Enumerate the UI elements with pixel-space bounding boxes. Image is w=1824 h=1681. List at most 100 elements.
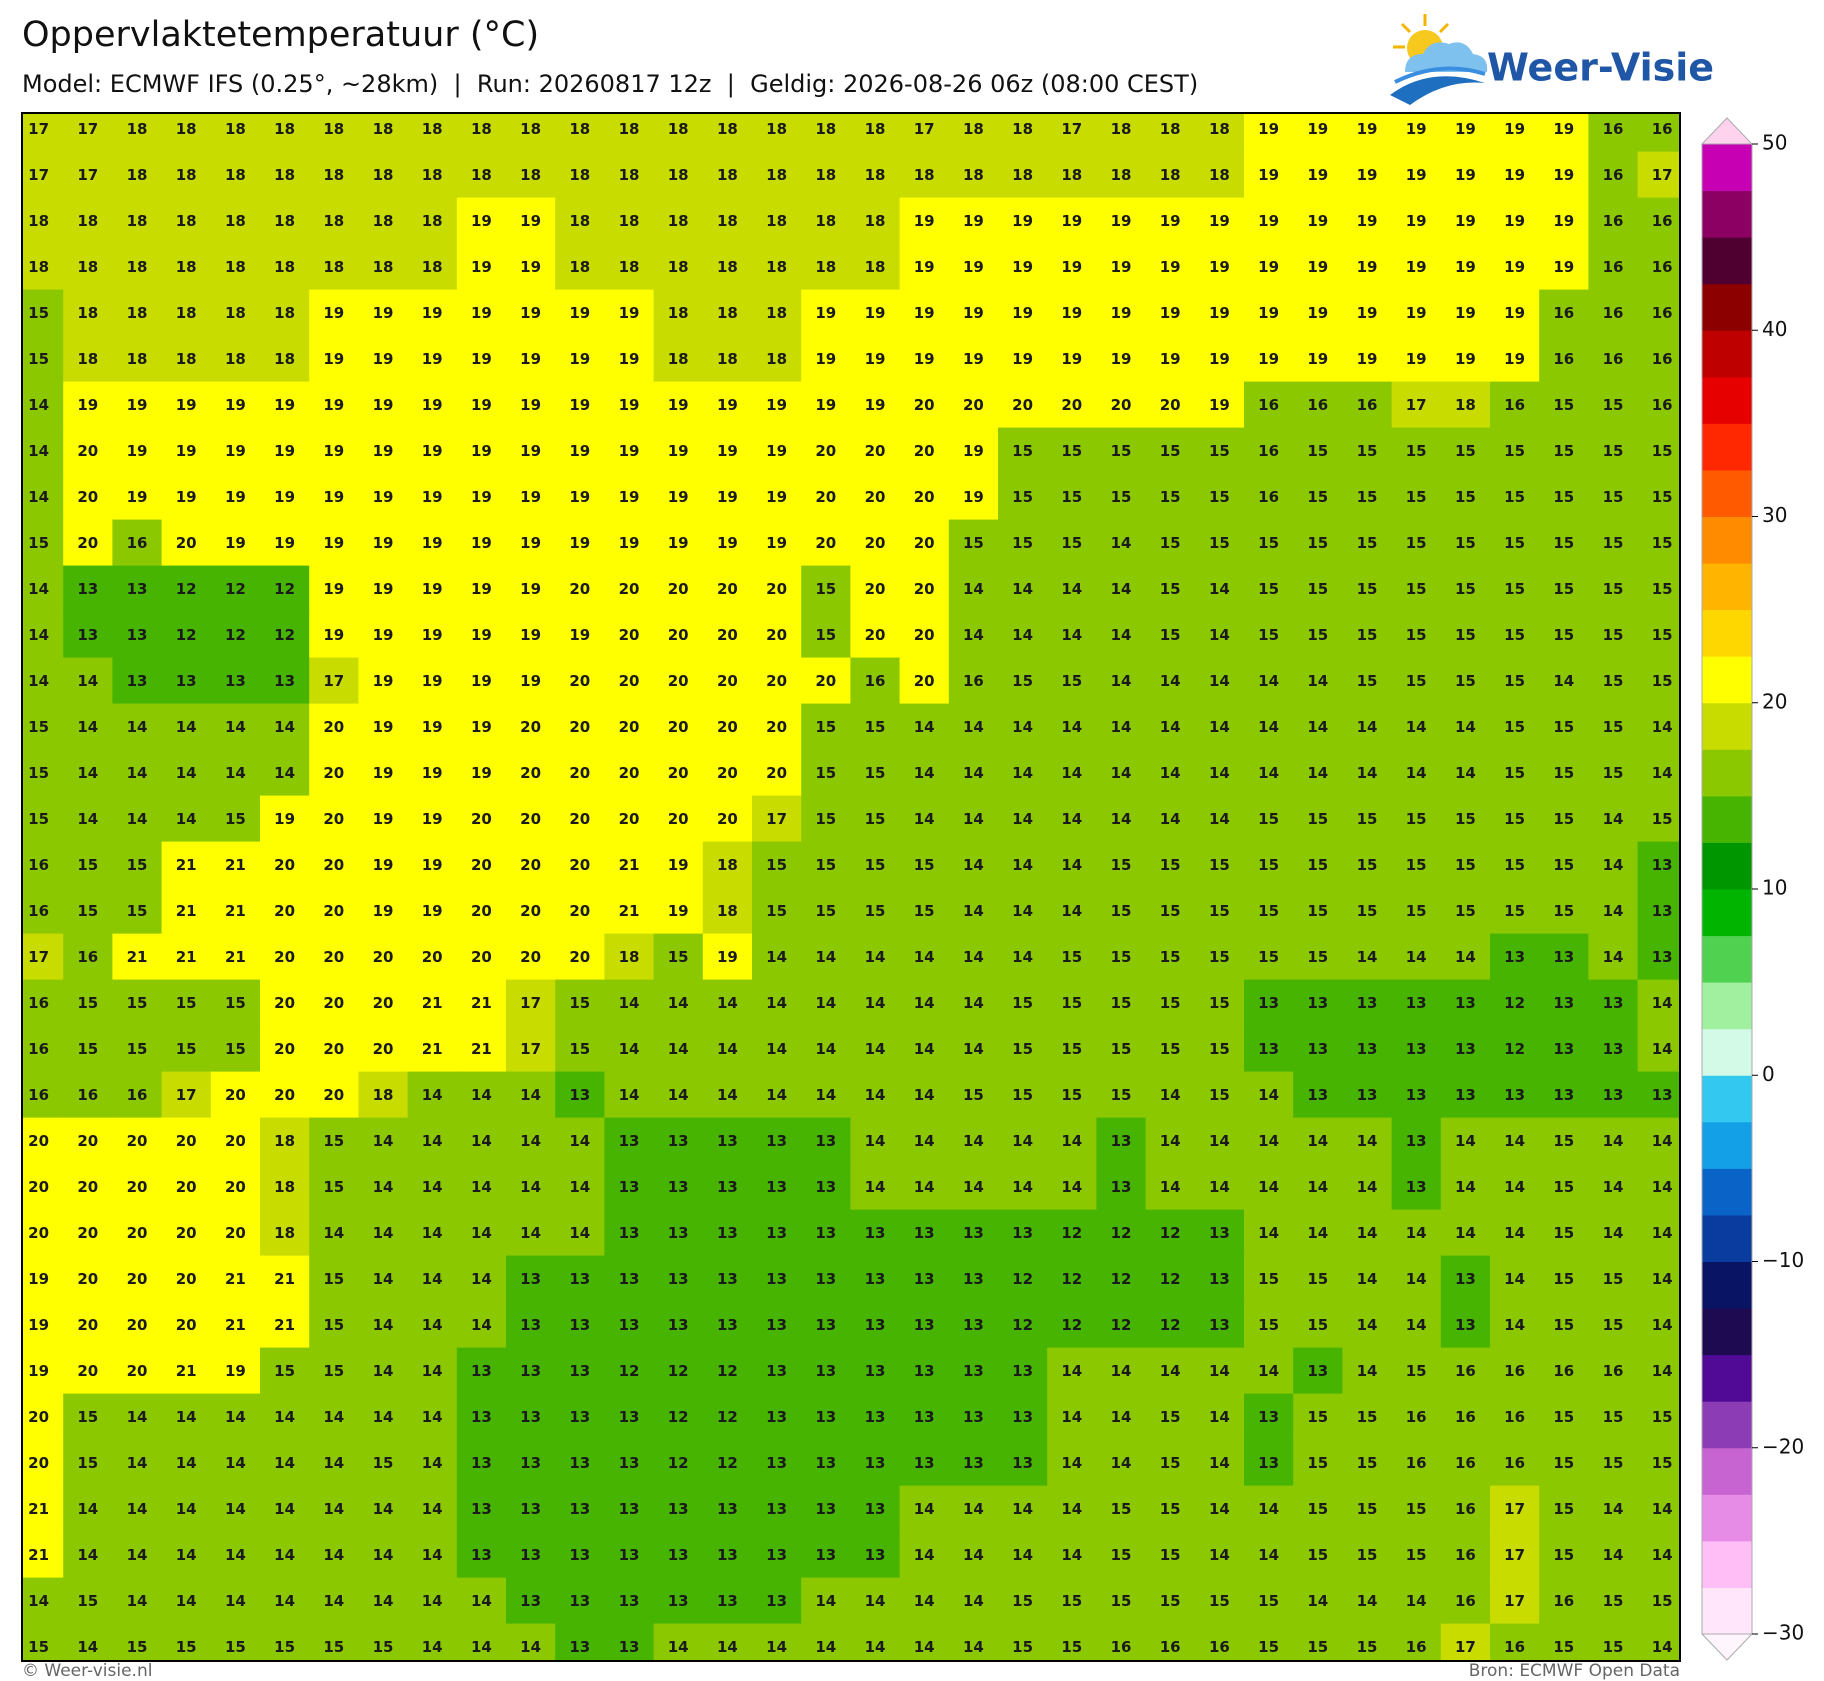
temperature-label: 13 <box>963 1270 984 1288</box>
temperature-cell <box>358 243 409 291</box>
temperature-cell <box>948 979 999 1027</box>
colorbar-segment <box>1702 1447 1752 1495</box>
temperature-label: 13 <box>1357 994 1378 1012</box>
temperature-cell <box>358 1439 409 1487</box>
temperature-label: 21 <box>225 856 246 874</box>
temperature-label: 15 <box>373 1638 394 1656</box>
temperature-label: 14 <box>1061 1546 1082 1564</box>
temperature-cell <box>210 243 261 291</box>
temperature-label: 15 <box>1209 1086 1230 1104</box>
temperature-label: 19 <box>1061 304 1082 322</box>
temperature-cell <box>1145 933 1196 981</box>
temperature-label: 15 <box>1504 764 1525 782</box>
temperature-label: 18 <box>815 120 836 138</box>
temperature-label: 19 <box>1406 120 1427 138</box>
temperature-cell <box>801 113 851 153</box>
temperature-cell <box>948 1117 999 1165</box>
temperature-label: 20 <box>569 810 590 828</box>
temperature-cell <box>702 611 753 659</box>
temperature-label: 14 <box>766 1638 787 1656</box>
temperature-label: 14 <box>865 948 886 966</box>
temperature-label: 19 <box>471 212 492 230</box>
temperature-label: 14 <box>1406 1270 1427 1288</box>
temperature-label: 20 <box>668 626 689 644</box>
temperature-label: 16 <box>77 1086 98 1104</box>
temperature-cell <box>1293 335 1343 383</box>
temperature-label: 20 <box>668 718 689 736</box>
temperature-cell <box>1244 1301 1294 1349</box>
temperature-cell <box>1096 151 1147 199</box>
temperature-label: 19 <box>569 350 590 368</box>
colorbar-tick-label: 10 <box>1762 876 1787 900</box>
temperature-cell <box>752 519 802 567</box>
temperature-cell <box>1637 1531 1680 1579</box>
temperature-label: 15 <box>1455 810 1476 828</box>
temperature-cell <box>899 565 950 613</box>
temperature-label: 15 <box>1160 1592 1181 1610</box>
temperature-label: 19 <box>1406 304 1427 322</box>
temperature-label: 18 <box>766 120 787 138</box>
temperature-label: 19 <box>471 350 492 368</box>
temperature-label: 21 <box>225 1270 246 1288</box>
temperature-label: 19 <box>1455 120 1476 138</box>
temperature-label: 14 <box>963 856 984 874</box>
temperature-label: 14 <box>176 1500 197 1518</box>
temperature-label: 18 <box>323 212 344 230</box>
temperature-label: 16 <box>1603 304 1624 322</box>
temperature-cell <box>1342 887 1393 935</box>
temperature-cell <box>210 473 261 521</box>
temperature-label: 14 <box>373 1316 394 1334</box>
temperature-cell <box>1342 795 1393 843</box>
temperature-cell <box>555 933 605 981</box>
temperature-label: 13 <box>619 1592 640 1610</box>
temperature-label: 18 <box>323 166 344 184</box>
temperature-cell <box>1539 795 1589 843</box>
temperature-label: 15 <box>1111 948 1132 966</box>
temperature-label: 14 <box>520 1086 541 1104</box>
temperature-label: 15 <box>1111 1086 1132 1104</box>
temperature-label: 18 <box>668 258 689 276</box>
temperature-label: 18 <box>1012 120 1033 138</box>
temperature-cell <box>161 381 212 429</box>
temperature-cell <box>1194 473 1245 521</box>
temperature-cell <box>506 887 556 935</box>
temperature-cell <box>1293 1393 1343 1441</box>
temperature-label: 16 <box>1455 1592 1476 1610</box>
temperature-label: 14 <box>1111 1362 1132 1380</box>
temperature-cell <box>407 473 458 521</box>
temperature-cell <box>653 841 704 889</box>
temperature-cell <box>1096 1623 1147 1661</box>
temperature-cell <box>309 703 359 751</box>
temperature-label: 19 <box>274 396 295 414</box>
temperature-cell <box>653 749 704 797</box>
temperature-label: 14 <box>914 810 935 828</box>
temperature-label: 13 <box>619 1224 640 1242</box>
temperature-label: 15 <box>1357 488 1378 506</box>
temperature-cell <box>604 657 655 705</box>
temperature-label: 19 <box>1258 258 1279 276</box>
temperature-cell <box>506 289 556 337</box>
temperature-label: 19 <box>1307 120 1328 138</box>
temperature-label: 13 <box>1652 948 1673 966</box>
temperature-label: 19 <box>28 1270 49 1288</box>
temperature-label: 13 <box>1258 1040 1279 1058</box>
temperature-label: 15 <box>1111 1546 1132 1564</box>
temperature-label: 19 <box>1455 350 1476 368</box>
temperature-label: 20 <box>176 1132 197 1150</box>
temperature-label: 16 <box>1111 1638 1132 1656</box>
temperature-cell <box>998 1163 1048 1211</box>
temperature-label: 15 <box>1012 994 1033 1012</box>
temperature-label: 12 <box>1504 994 1525 1012</box>
temperature-label: 14 <box>1111 580 1132 598</box>
temperature-cell <box>22 1347 64 1395</box>
temperature-label: 19 <box>914 304 935 322</box>
temperature-cell <box>506 519 556 567</box>
temperature-cell <box>555 427 605 475</box>
temperature-label: 14 <box>963 1638 984 1656</box>
temperature-label: 15 <box>1061 1086 1082 1104</box>
temperature-label: 14 <box>1406 1592 1427 1610</box>
temperature-label: 16 <box>127 534 148 552</box>
temperature-cell <box>1293 289 1343 337</box>
temperature-cell <box>161 519 212 567</box>
